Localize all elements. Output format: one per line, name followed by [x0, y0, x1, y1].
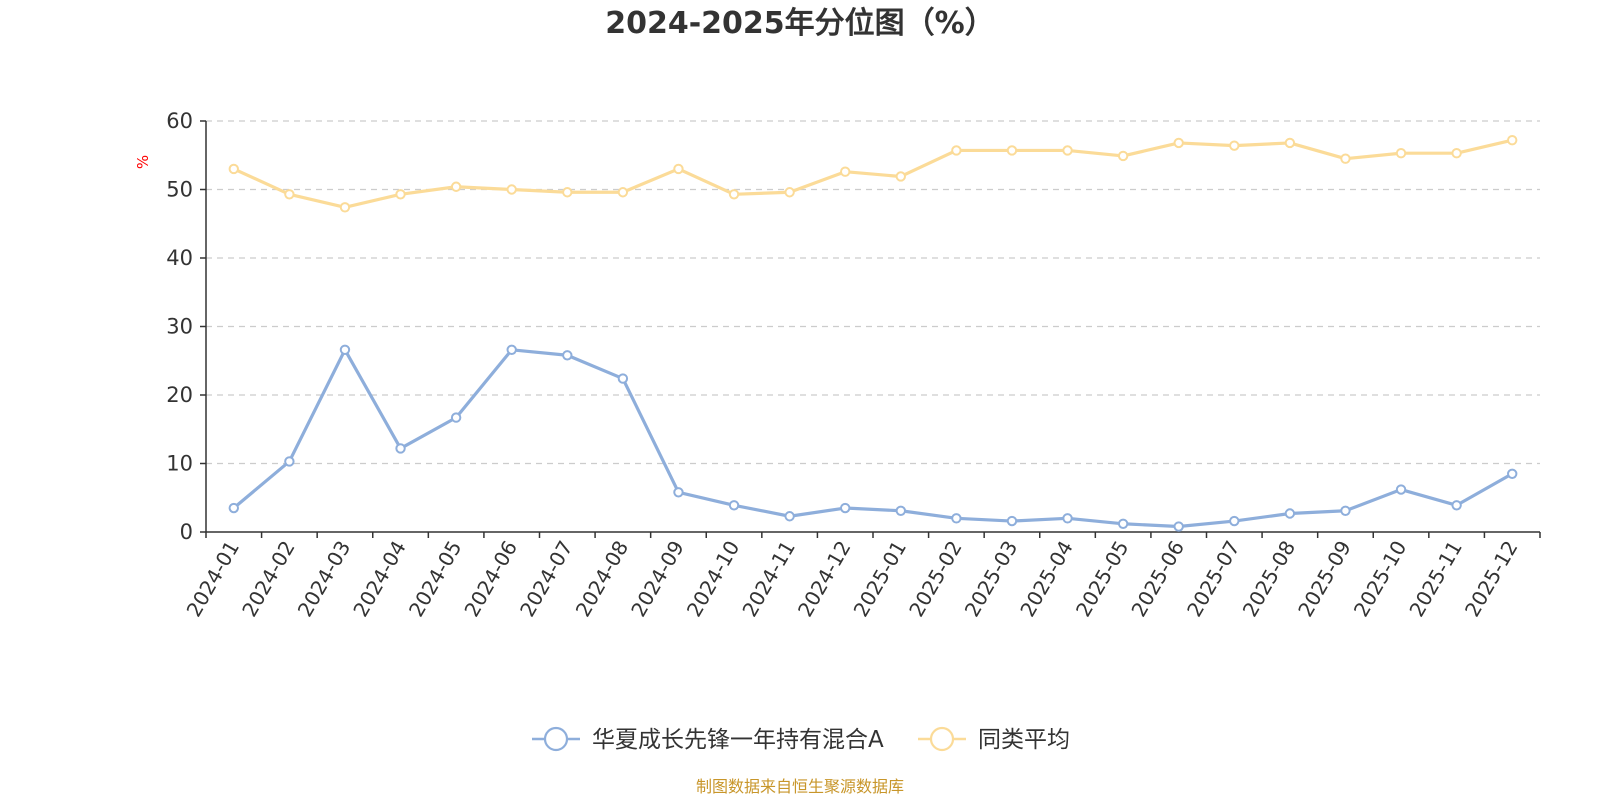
chart-title: 2024-2025年分位图（%）	[605, 6, 995, 41]
data-point[interactable]	[284, 189, 295, 200]
data-point[interactable]	[617, 373, 629, 384]
data-point[interactable]	[1229, 515, 1240, 527]
data-point[interactable]	[1507, 468, 1518, 479]
x-tick-label: 2025-12	[1460, 537, 1523, 621]
legend-label: 华夏成长先锋一年持有混合A	[592, 727, 884, 753]
data-point[interactable]	[395, 189, 406, 200]
data-point[interactable]	[450, 181, 462, 192]
data-point[interactable]	[728, 500, 740, 511]
x-tick-label: 2025-04	[1015, 537, 1078, 621]
y-axis-unit: %	[134, 155, 152, 169]
data-point[interactable]	[339, 344, 351, 355]
data-point[interactable]	[395, 443, 406, 454]
data-point[interactable]	[784, 511, 795, 522]
x-tick-label: 2024-03	[293, 537, 356, 621]
data-point[interactable]	[673, 487, 684, 498]
data-point[interactable]	[1173, 137, 1184, 149]
data-point[interactable]	[562, 350, 573, 361]
data-point[interactable]	[840, 166, 851, 177]
data-point[interactable]	[506, 344, 517, 355]
x-tick-label: 2025-01	[849, 537, 912, 621]
x-tick-label: 2024-11	[737, 537, 800, 621]
data-point[interactable]	[784, 187, 795, 198]
series-lines	[228, 134, 1518, 532]
y-tick-label: 10	[166, 452, 193, 476]
legend-item-1[interactable]: 同类平均	[918, 726, 1070, 753]
data-point[interactable]	[617, 187, 629, 198]
data-point[interactable]	[895, 505, 906, 516]
x-tick-label: 2024-05	[404, 537, 467, 621]
x-tick-label: 2024-04	[348, 537, 411, 621]
data-point[interactable]	[1229, 140, 1240, 151]
data-point[interactable]	[339, 202, 351, 213]
data-point[interactable]	[1507, 134, 1518, 146]
data-point[interactable]	[1173, 521, 1184, 532]
data-point[interactable]	[1284, 508, 1296, 519]
x-tick-label: 2025-07	[1182, 537, 1245, 621]
x-tick-label: 2024-10	[682, 537, 745, 621]
x-tick-label: 2024-01	[182, 537, 245, 621]
data-point[interactable]	[228, 502, 239, 514]
data-point[interactable]	[1117, 150, 1129, 162]
data-point[interactable]	[1395, 484, 1407, 495]
legend-item-0[interactable]: 华夏成长先锋一年持有混合A	[532, 726, 884, 753]
y-tick-label: 0	[180, 520, 193, 544]
x-tick-label: 2025-08	[1238, 537, 1301, 621]
y-tick-label: 60	[166, 109, 193, 133]
x-tick-label: 2025-02	[904, 537, 967, 621]
data-point[interactable]	[1006, 145, 1018, 156]
x-tick-label: 2025-11	[1404, 537, 1467, 621]
data-point[interactable]	[840, 502, 851, 514]
axes: 0102030405060%2024-012024-022024-032024-…	[134, 109, 1541, 621]
x-tick-label: 2024-06	[459, 537, 522, 621]
x-tick-label: 2025-10	[1349, 537, 1412, 621]
series-line-1	[232, 138, 1514, 209]
grid-lines	[206, 120, 1540, 465]
source-note: 制图数据来自恒生聚源数据库	[696, 777, 904, 796]
data-point[interactable]	[1340, 505, 1351, 516]
series-line-0	[232, 348, 1514, 529]
x-tick-label: 2025-03	[960, 537, 1023, 621]
legend-swatch-circle	[929, 726, 955, 752]
y-tick-label: 30	[166, 315, 193, 339]
x-tick-label: 2024-02	[237, 537, 300, 621]
x-tick-label: 2025-05	[1071, 537, 1134, 621]
data-point[interactable]	[1284, 137, 1296, 149]
data-point[interactable]	[673, 163, 684, 175]
data-point[interactable]	[1451, 147, 1462, 159]
data-point[interactable]	[1006, 515, 1018, 527]
data-point[interactable]	[506, 184, 517, 195]
data-point[interactable]	[1395, 147, 1407, 159]
data-point[interactable]	[562, 187, 573, 198]
x-tick-label: 2024-07	[515, 537, 578, 621]
y-tick-label: 40	[166, 246, 193, 270]
data-point[interactable]	[895, 171, 906, 182]
data-point[interactable]	[1117, 518, 1129, 529]
legend-swatch-circle	[543, 726, 569, 752]
data-point[interactable]	[951, 145, 962, 156]
data-point[interactable]	[951, 513, 962, 524]
y-tick-label: 50	[166, 178, 193, 202]
data-point[interactable]	[1340, 153, 1351, 164]
data-point[interactable]	[728, 189, 740, 200]
y-tick-label: 20	[166, 383, 193, 407]
data-point[interactable]	[1062, 513, 1073, 524]
x-tick-label: 2024-12	[793, 537, 856, 621]
legend[interactable]: 华夏成长先锋一年持有混合A 同类平均	[532, 726, 1070, 753]
data-point[interactable]	[1451, 500, 1462, 511]
data-point[interactable]	[228, 163, 239, 175]
legend-label: 同类平均	[978, 727, 1070, 753]
data-point[interactable]	[1062, 145, 1073, 156]
x-tick-label: 2025-09	[1293, 537, 1356, 621]
x-tick-label: 2024-09	[626, 537, 689, 621]
data-point[interactable]	[284, 456, 295, 467]
x-tick-label: 2024-08	[571, 537, 634, 621]
x-tick-label: 2025-06	[1126, 537, 1189, 621]
data-point[interactable]	[450, 412, 462, 423]
